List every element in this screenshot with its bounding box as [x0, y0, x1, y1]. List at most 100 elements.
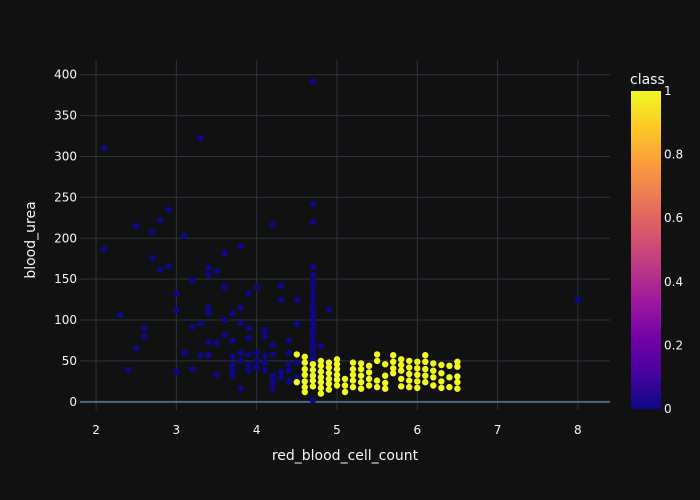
data-point-class-1	[349, 377, 357, 384]
data-point-class-1	[398, 383, 405, 390]
data-point-class-0	[253, 364, 260, 371]
data-point-class-1	[454, 385, 461, 392]
data-point-class-1	[349, 383, 357, 391]
data-point-class-0	[285, 361, 292, 368]
data-point-class-1	[365, 362, 373, 369]
data-point-class-0	[309, 218, 317, 226]
data-point-class-1	[382, 372, 389, 379]
data-point-class-0	[277, 368, 284, 375]
data-point-class-1	[333, 361, 341, 368]
y-tick-label: 400	[54, 68, 77, 82]
data-point-class-1	[317, 362, 325, 369]
data-point-class-0	[213, 267, 220, 275]
colorbar-tick-label: 0.2	[664, 338, 683, 352]
y-axis-title: blood_urea	[23, 201, 39, 278]
data-point-class-1	[454, 363, 461, 370]
data-point-class-1	[333, 371, 341, 378]
data-point-class-0	[100, 245, 108, 253]
data-point-class-0	[261, 359, 268, 366]
colorbar-tick-label: 0.6	[664, 211, 683, 225]
data-point-class-0	[293, 320, 300, 328]
data-point-class-1	[382, 361, 389, 368]
data-point-class-0	[117, 311, 124, 319]
data-point-class-0	[221, 331, 228, 338]
data-point-class-1	[325, 370, 333, 377]
data-point-class-1	[414, 371, 421, 378]
data-point-class-0	[277, 296, 284, 303]
data-point-class-0	[261, 352, 268, 360]
data-point-class-0	[309, 331, 317, 338]
data-point-class-1	[349, 365, 357, 373]
data-point-class-0	[173, 368, 180, 375]
data-point-class-1	[309, 361, 317, 368]
data-point-class-1	[454, 379, 461, 386]
data-point-class-1	[414, 384, 421, 392]
y-tick-label: 50	[62, 354, 77, 368]
data-point-class-0	[189, 365, 196, 373]
data-point-class-1	[349, 371, 357, 378]
data-points	[100, 78, 582, 404]
data-point-class-0	[261, 326, 268, 334]
data-point-class-0	[125, 366, 132, 374]
data-point-class-1	[406, 370, 413, 378]
data-point-class-1	[301, 378, 308, 385]
data-point-class-1	[317, 390, 325, 397]
data-point-class-0	[269, 372, 276, 379]
data-point-class-0	[205, 310, 212, 317]
x-tick-label: 4	[253, 423, 261, 437]
data-point-class-1	[406, 383, 413, 391]
data-point-class-0	[309, 397, 317, 404]
data-point-class-1	[365, 375, 373, 383]
data-point-class-1	[438, 378, 445, 385]
x-axis-title: red_blood_cell_count	[272, 448, 419, 464]
data-point-class-1	[333, 382, 341, 389]
data-point-class-1	[309, 383, 317, 390]
data-point-class-1	[373, 383, 381, 391]
data-point-class-0	[205, 352, 212, 359]
data-point-class-1	[390, 358, 397, 365]
data-point-class-1	[430, 374, 437, 381]
data-point-class-0	[325, 306, 333, 313]
data-point-class-1	[301, 365, 308, 373]
data-point-class-1	[333, 365, 341, 373]
colorbar-gradient	[631, 91, 661, 409]
data-point-class-0	[189, 277, 196, 284]
colorbar-tick-label: 0	[664, 402, 672, 416]
data-point-class-1	[398, 361, 405, 369]
data-point-class-1	[317, 357, 325, 365]
data-point-class-1	[414, 365, 421, 372]
data-point-class-0	[309, 320, 317, 327]
data-point-class-0	[269, 385, 276, 392]
data-point-class-1	[454, 373, 461, 380]
data-point-class-1	[390, 352, 397, 359]
data-point-class-0	[245, 325, 252, 332]
colorbar: class 0 0.2 0.4 0.6 0.8 1	[630, 72, 683, 416]
data-point-class-1	[357, 365, 365, 373]
data-point-class-1	[414, 358, 421, 365]
data-point-class-1	[301, 353, 308, 360]
data-point-class-1	[357, 379, 365, 386]
data-point-class-1	[309, 366, 317, 374]
data-point-class-0	[245, 361, 252, 369]
data-point-class-1	[325, 375, 333, 383]
data-point-class-0	[205, 264, 212, 271]
data-point-class-0	[189, 323, 196, 330]
data-point-class-0	[309, 302, 317, 310]
data-point-class-1	[325, 364, 333, 371]
data-point-class-0	[221, 316, 228, 324]
data-point-class-0	[141, 325, 148, 332]
data-point-class-1	[382, 385, 389, 392]
data-point-class-0	[253, 357, 260, 365]
data-point-class-1	[406, 357, 413, 365]
data-point-class-0	[285, 349, 292, 356]
data-point-class-0	[309, 343, 317, 350]
data-point-class-1	[422, 372, 429, 379]
data-point-class-0	[213, 339, 220, 347]
data-point-class-0	[574, 296, 582, 303]
data-point-class-0	[237, 320, 244, 327]
data-point-class-0	[181, 232, 188, 239]
data-point-class-0	[277, 282, 284, 289]
data-point-class-1	[390, 365, 397, 372]
